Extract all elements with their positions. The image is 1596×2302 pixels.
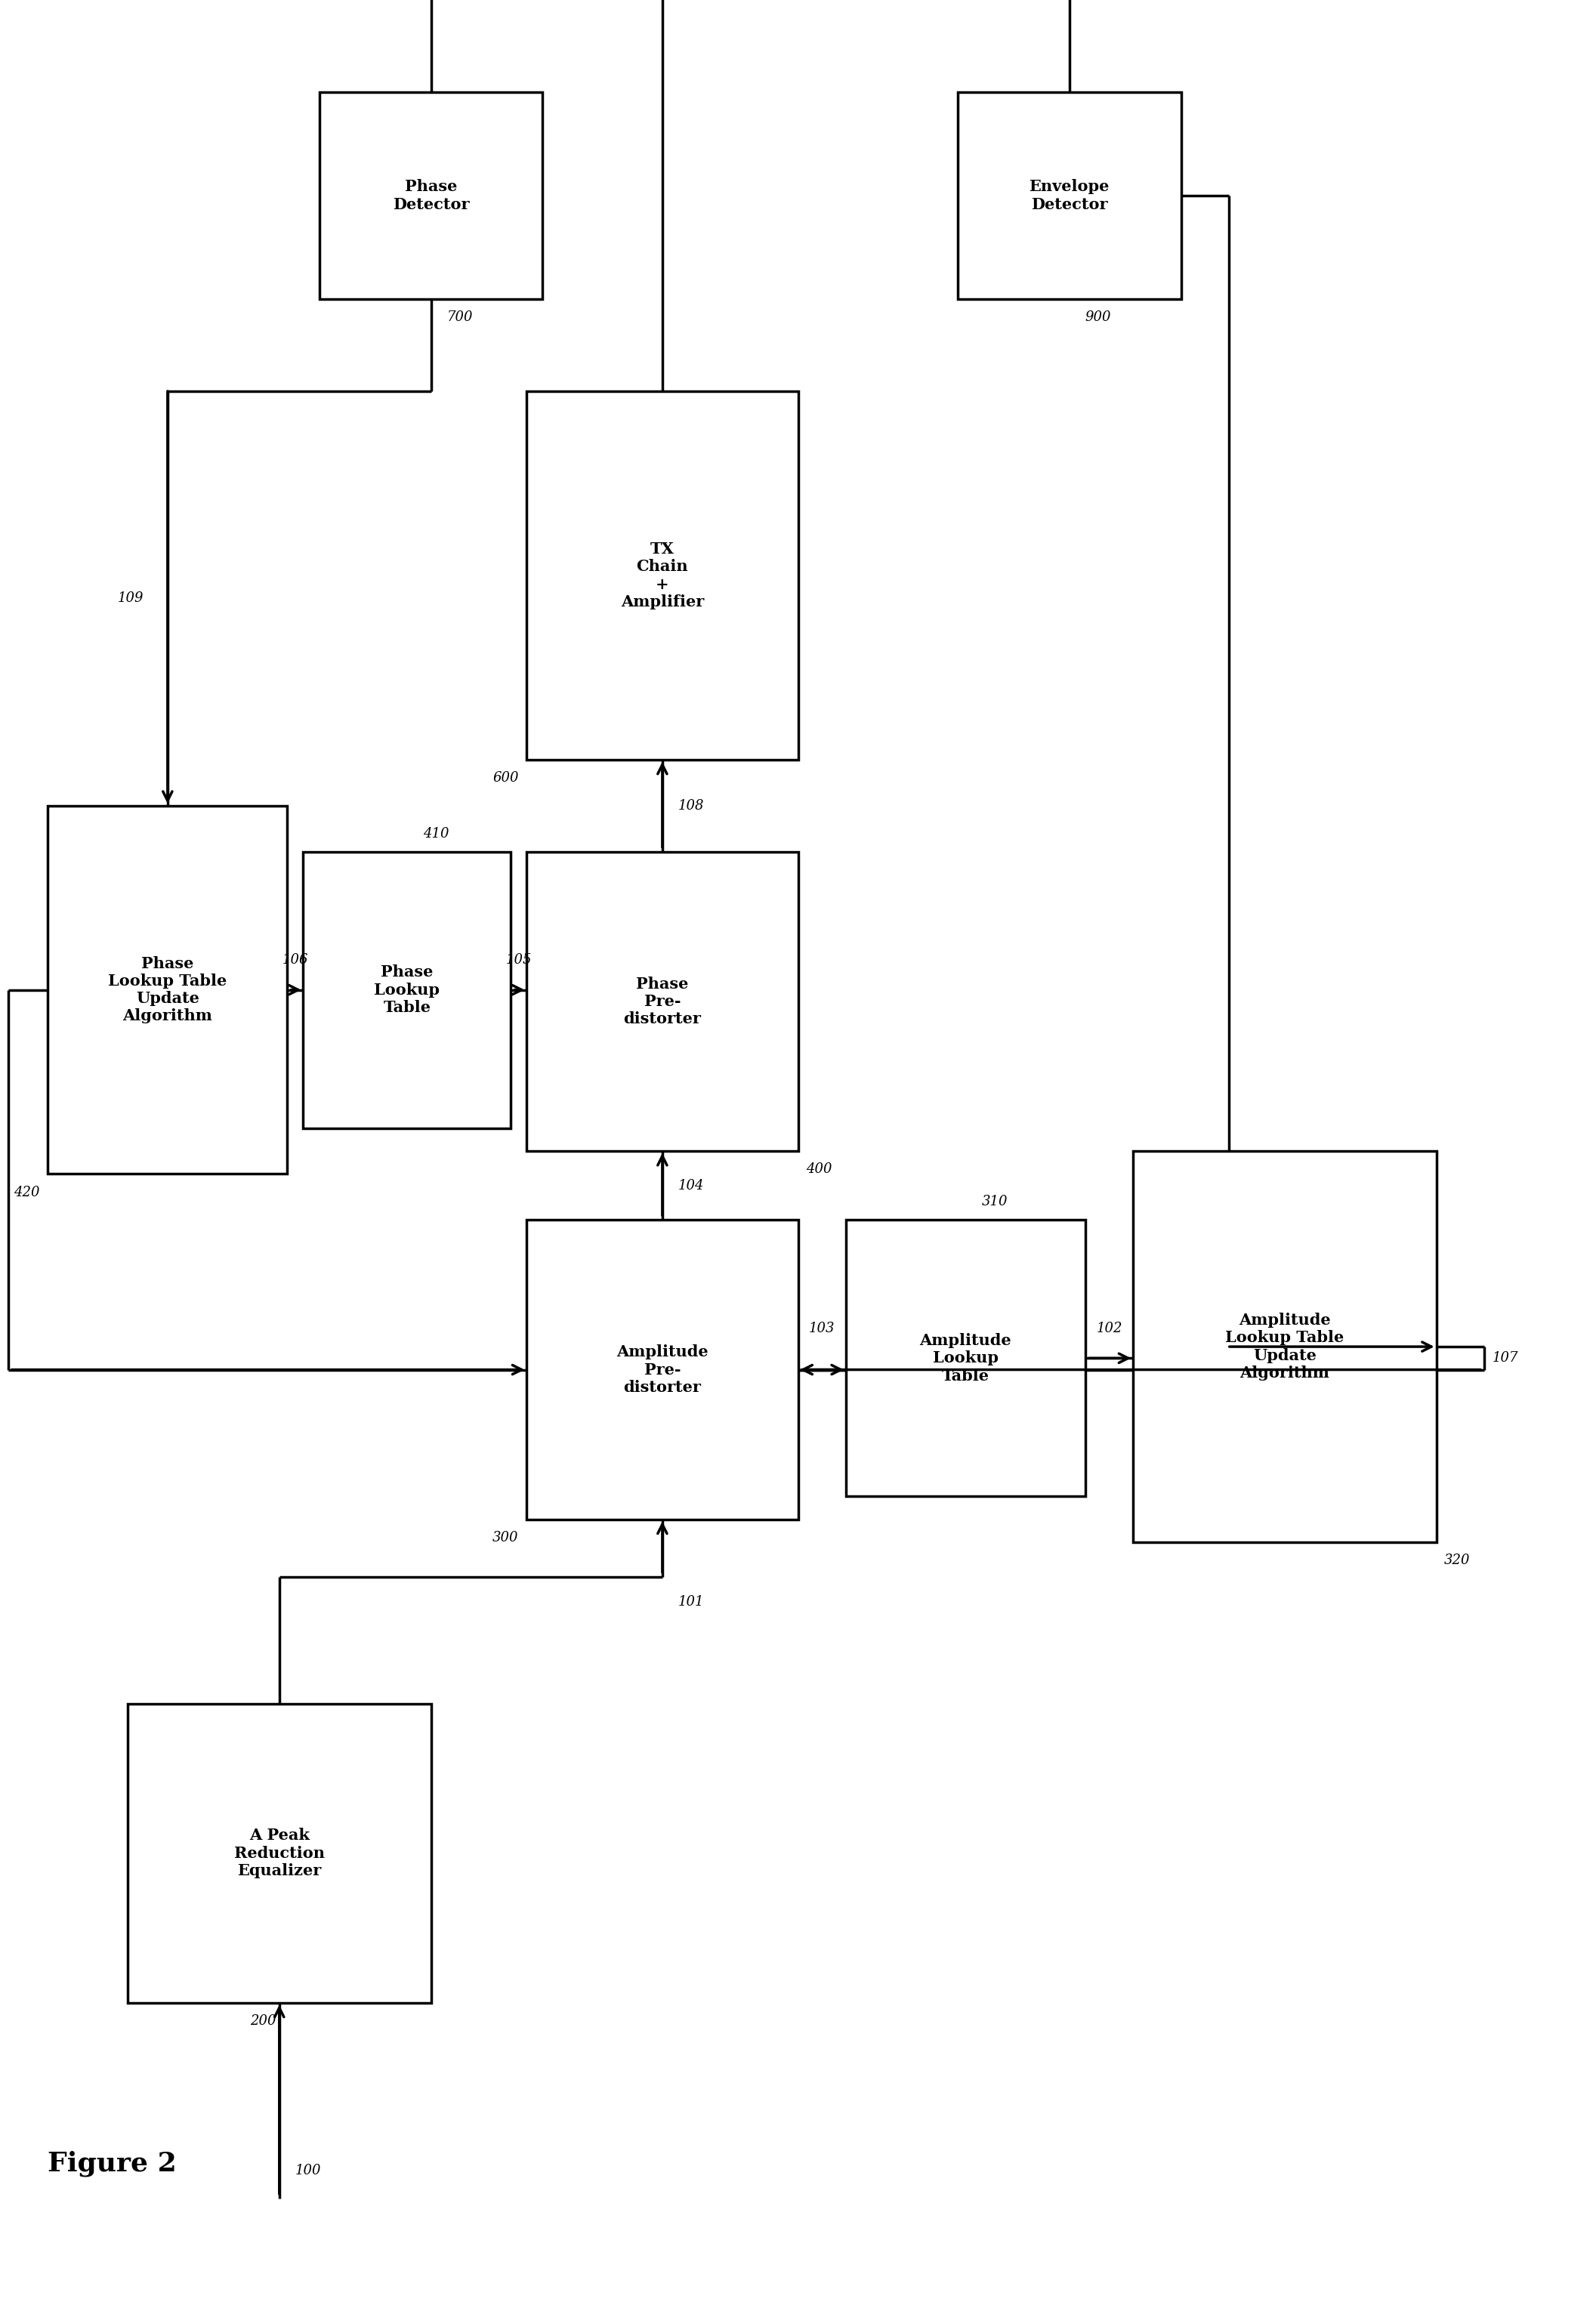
Text: 420: 420 bbox=[14, 1186, 40, 1199]
Text: 109: 109 bbox=[118, 592, 144, 605]
Bar bbox=[48, 806, 287, 1174]
Bar bbox=[303, 852, 511, 1128]
Text: 300: 300 bbox=[493, 1531, 519, 1545]
Text: Amplitude
Lookup
Table: Amplitude Lookup Table bbox=[919, 1333, 1012, 1384]
Text: Amplitude
Lookup Table
Update
Algorithm: Amplitude Lookup Table Update Algorithm bbox=[1226, 1312, 1344, 1381]
Text: 700: 700 bbox=[447, 311, 472, 325]
Text: 105: 105 bbox=[506, 953, 531, 967]
Text: 400: 400 bbox=[806, 1163, 832, 1176]
Bar bbox=[128, 1703, 431, 2003]
Text: Amplitude
Pre-
distorter: Amplitude Pre- distorter bbox=[616, 1344, 709, 1395]
Text: 200: 200 bbox=[251, 2014, 276, 2028]
Text: 108: 108 bbox=[678, 799, 704, 813]
Bar bbox=[319, 92, 543, 299]
Text: 100: 100 bbox=[295, 2164, 321, 2178]
Bar bbox=[527, 852, 798, 1151]
Text: 102: 102 bbox=[1096, 1321, 1122, 1335]
Bar bbox=[958, 92, 1181, 299]
Text: Phase
Detector: Phase Detector bbox=[393, 180, 469, 212]
Text: A Peak
Reduction
Equalizer: A Peak Reduction Equalizer bbox=[235, 1828, 324, 1878]
Text: 320: 320 bbox=[1444, 1554, 1470, 1568]
Text: TX
Chain
+
Amplifier: TX Chain + Amplifier bbox=[621, 541, 704, 610]
Text: 410: 410 bbox=[423, 826, 448, 840]
Bar bbox=[1133, 1151, 1436, 1542]
Text: 103: 103 bbox=[809, 1321, 835, 1335]
Text: Figure 2: Figure 2 bbox=[48, 2150, 177, 2178]
Text: 310: 310 bbox=[982, 1195, 1007, 1209]
Bar bbox=[527, 1220, 798, 1519]
Text: Phase
Pre-
distorter: Phase Pre- distorter bbox=[624, 976, 701, 1027]
Text: Phase
Lookup
Table: Phase Lookup Table bbox=[373, 965, 440, 1015]
Text: 600: 600 bbox=[493, 771, 519, 785]
Bar bbox=[846, 1220, 1085, 1496]
Text: 900: 900 bbox=[1085, 311, 1111, 325]
Text: 106: 106 bbox=[282, 953, 308, 967]
Bar bbox=[527, 391, 798, 760]
Text: Phase
Lookup Table
Update
Algorithm: Phase Lookup Table Update Algorithm bbox=[109, 955, 227, 1024]
Text: 101: 101 bbox=[678, 1595, 704, 1609]
Text: 107: 107 bbox=[1492, 1351, 1518, 1365]
Text: 104: 104 bbox=[678, 1179, 704, 1192]
Text: Envelope
Detector: Envelope Detector bbox=[1029, 180, 1109, 212]
